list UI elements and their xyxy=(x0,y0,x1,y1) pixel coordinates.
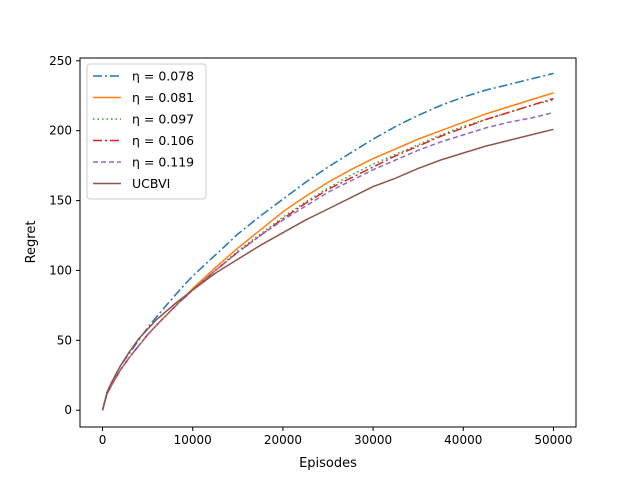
legend-label: UCBVI xyxy=(132,176,170,191)
legend-label: η = 0.097 xyxy=(132,112,194,127)
x-tick-label: 0 xyxy=(99,433,107,447)
plot-frame xyxy=(79,57,577,428)
y-axis-label: Regret xyxy=(24,221,39,264)
series-layer xyxy=(101,72,554,411)
x-tick-label: 10000 xyxy=(174,433,212,447)
y-tick-label: 0 xyxy=(64,403,72,417)
series-line-ucbvi xyxy=(101,128,554,411)
y-tick-label: 150 xyxy=(49,194,72,208)
legend: η = 0.078 η = 0.081 η = 0.097 η = 0.106 η = … xyxy=(86,63,207,200)
x-tick-label: 30000 xyxy=(354,433,392,447)
legend-label: η = 0.106 xyxy=(132,133,194,148)
series-line-0-106 xyxy=(101,97,554,411)
y-axis-ticks: 0 50 100 150 200 250 xyxy=(49,54,80,417)
x-tick-label: 20000 xyxy=(264,433,302,447)
y-tick-label: 100 xyxy=(49,263,72,277)
y-tick-label: 50 xyxy=(57,333,72,347)
series-line-0-078 xyxy=(101,72,554,411)
x-tick-label: 40000 xyxy=(444,433,482,447)
x-axis-ticks: 0 10000 20000 30000 40000 50000 xyxy=(99,427,573,447)
x-axis-label: Episodes xyxy=(299,456,357,471)
y-tick-label: 250 xyxy=(49,54,72,68)
legend-label: η = 0.081 xyxy=(132,90,194,105)
x-tick-label: 50000 xyxy=(534,433,572,447)
legend-label: η = 0.119 xyxy=(132,155,194,170)
series-line-0-081 xyxy=(101,92,554,411)
legend-label: η = 0.078 xyxy=(132,69,194,84)
y-tick-label: 200 xyxy=(49,124,72,138)
